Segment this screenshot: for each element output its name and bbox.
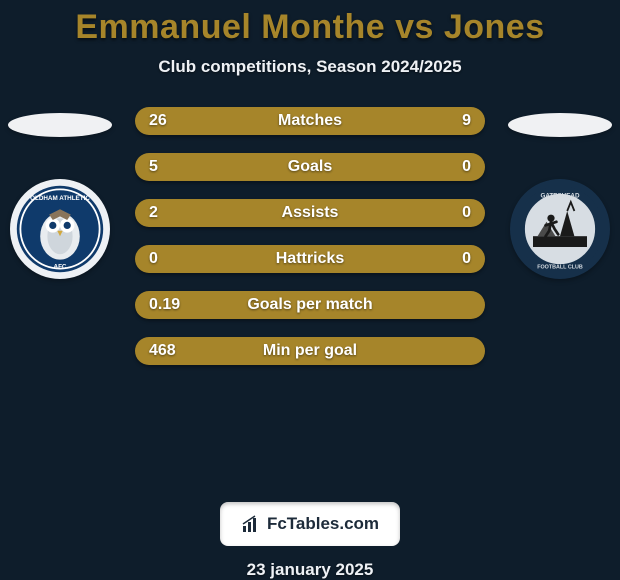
- page-title: Emmanuel Monthe vs Jones: [75, 8, 544, 47]
- stat-row-matches: 26 Matches 9: [135, 107, 485, 135]
- stat-right-value: 0: [425, 158, 485, 176]
- svg-text:GATESHEAD: GATESHEAD: [540, 193, 580, 200]
- comparison-card: Emmanuel Monthe vs Jones Club competitio…: [0, 0, 620, 580]
- stat-label: Goals: [195, 158, 425, 176]
- owl-crest-icon: OLDHAM ATHLETIC AFC: [15, 184, 105, 274]
- stat-right-value: 9: [425, 112, 485, 130]
- comparison-body: OLDHAM ATHLETIC AFC 26 Matches 9 5 Goals…: [0, 107, 620, 478]
- stats-column: 26 Matches 9 5 Goals 0 2 Assists 0 0 Hat…: [135, 107, 485, 365]
- generated-date: 23 january 2025: [247, 560, 374, 580]
- right-player-col: GATESHEAD FOOTBALL CLUB: [500, 107, 620, 279]
- stat-left-value: 2: [135, 204, 195, 222]
- stat-row-goals-per-match: 0.19 Goals per match: [135, 291, 485, 319]
- stat-left-value: 0.19: [135, 296, 195, 314]
- left-player-col: OLDHAM ATHLETIC AFC: [0, 107, 120, 279]
- stat-label: Hattricks: [195, 250, 425, 268]
- brand-logo-icon: [241, 514, 261, 534]
- stat-row-goals: 5 Goals 0: [135, 153, 485, 181]
- stat-label: Assists: [195, 204, 425, 222]
- stat-row-min-per-goal: 468 Min per goal: [135, 337, 485, 365]
- brand-badge: FcTables.com: [220, 502, 400, 546]
- svg-text:AFC: AFC: [54, 264, 67, 271]
- stat-left-value: 0: [135, 250, 195, 268]
- stat-label: Goals per match: [195, 296, 425, 314]
- stat-right-value: 0: [425, 250, 485, 268]
- stat-left-value: 26: [135, 112, 195, 130]
- svg-text:OLDHAM ATHLETIC: OLDHAM ATHLETIC: [30, 195, 90, 202]
- left-club-badge: OLDHAM ATHLETIC AFC: [10, 179, 110, 279]
- stat-left-value: 468: [135, 342, 195, 360]
- right-club-badge: GATESHEAD FOOTBALL CLUB: [510, 179, 610, 279]
- stat-label: Min per goal: [195, 342, 425, 360]
- stat-right-value: 0: [425, 204, 485, 222]
- stat-row-hattricks: 0 Hattricks 0: [135, 245, 485, 273]
- right-nationality-oval: [508, 113, 612, 137]
- stat-label: Matches: [195, 112, 425, 130]
- svg-text:FOOTBALL CLUB: FOOTBALL CLUB: [537, 265, 583, 271]
- season-subtitle: Club competitions, Season 2024/2025: [158, 57, 461, 77]
- brand-text: FcTables.com: [267, 514, 379, 534]
- left-nationality-oval: [8, 113, 112, 137]
- stat-row-assists: 2 Assists 0: [135, 199, 485, 227]
- gateshead-crest-icon: GATESHEAD FOOTBALL CLUB: [515, 184, 605, 274]
- stat-left-value: 5: [135, 158, 195, 176]
